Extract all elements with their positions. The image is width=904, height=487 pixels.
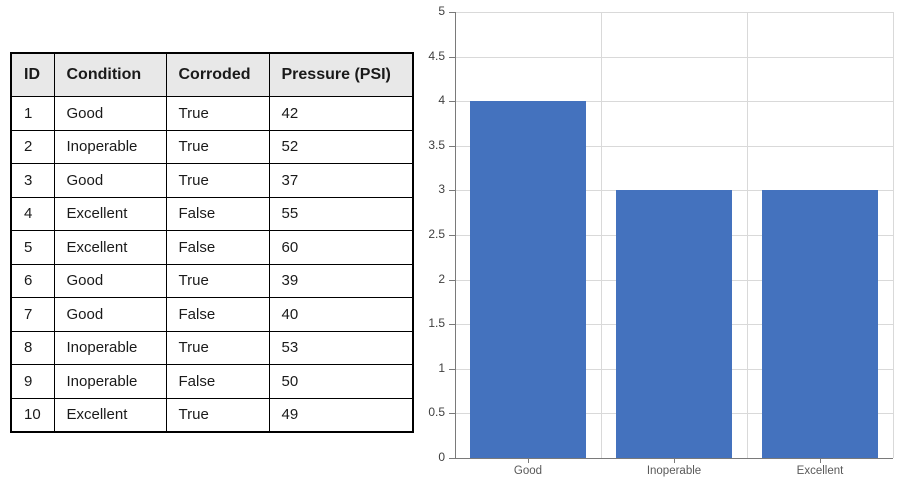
y-tick bbox=[449, 12, 455, 13]
y-tick bbox=[449, 413, 455, 415]
table-cell: True bbox=[165, 96, 270, 131]
y-tick bbox=[449, 368, 455, 370]
table-cell: True bbox=[165, 163, 270, 198]
y-tick bbox=[449, 324, 455, 326]
table-cell: Excellent bbox=[53, 196, 167, 231]
x-tick bbox=[674, 459, 675, 463]
y-tick-label: 3 bbox=[438, 182, 445, 197]
y-tick bbox=[449, 56, 455, 58]
table-row: 9 Inoperable False 50 bbox=[10, 364, 414, 399]
y-tick-label: 5 bbox=[438, 4, 445, 18]
column-header: Pressure (PSI) bbox=[268, 52, 414, 97]
table-row: 6 Good True 39 bbox=[10, 263, 414, 298]
table-cell: False bbox=[165, 230, 270, 265]
bar bbox=[470, 101, 586, 458]
y-tick-label: 2.5 bbox=[428, 227, 445, 241]
table-header-row: ID Condition Corroded Pressure (PSI) bbox=[10, 52, 414, 97]
h-gridline bbox=[455, 145, 893, 147]
h-gridline bbox=[455, 12, 893, 13]
table-cell: Good bbox=[53, 96, 167, 131]
table-row: 5 Excellent False 60 bbox=[10, 230, 414, 265]
table-cell: 50 bbox=[268, 364, 414, 399]
y-tick bbox=[449, 458, 455, 459]
table-cell: False bbox=[165, 297, 270, 332]
x-category-label: Excellent bbox=[796, 465, 844, 477]
table-row: 2 Inoperable True 52 bbox=[10, 129, 414, 164]
table-cell: 5 bbox=[10, 230, 55, 265]
table-cell: 49 bbox=[268, 397, 414, 433]
y-tick bbox=[449, 101, 455, 103]
table-cell: 9 bbox=[10, 364, 55, 399]
y-tick-label: 4 bbox=[438, 93, 445, 108]
v-gridline bbox=[893, 12, 894, 458]
table-cell: Inoperable bbox=[53, 330, 167, 365]
y-tick bbox=[449, 190, 455, 192]
table-cell: 52 bbox=[268, 129, 414, 164]
table-row: 7 Good False 40 bbox=[10, 297, 414, 332]
y-tick bbox=[449, 279, 455, 281]
table-cell: Excellent bbox=[53, 230, 167, 265]
y-tick-label: 4.5 bbox=[428, 48, 445, 63]
h-gridline bbox=[455, 101, 893, 103]
y-tick bbox=[449, 235, 455, 236]
y-tick-label: 3.5 bbox=[428, 137, 445, 152]
table-cell: Good bbox=[53, 263, 167, 298]
v-gridline bbox=[601, 12, 602, 458]
pipe-data-table: ID Condition Corroded Pressure (PSI) 1 Good T… bbox=[10, 52, 414, 433]
table-body: 1 Good True 42 2 Inoperable True 52 3 Good True 37 4… bbox=[10, 96, 414, 433]
table-row: 4 Excellent False 55 bbox=[10, 196, 414, 231]
table-row: 1 Good True 42 bbox=[10, 96, 414, 131]
x-tick bbox=[820, 459, 821, 463]
table-cell: True bbox=[165, 129, 270, 164]
h-gridline bbox=[455, 56, 893, 58]
y-tick-label: 0 bbox=[438, 450, 445, 464]
y-tick-label: 0.5 bbox=[428, 405, 445, 420]
column-header: ID bbox=[10, 52, 55, 97]
data-table-panel: ID Condition Corroded Pressure (PSI) 1 Good T… bbox=[10, 52, 414, 433]
table-cell: Good bbox=[53, 297, 167, 332]
x-tick bbox=[528, 459, 529, 463]
table-cell: 55 bbox=[268, 196, 414, 231]
y-tick-label: 1.5 bbox=[428, 316, 445, 331]
table-row: 10 Excellent True 49 bbox=[10, 397, 414, 433]
x-category-label: Inoperable bbox=[646, 465, 702, 477]
bar bbox=[616, 190, 732, 458]
table-cell: True bbox=[165, 330, 270, 365]
bar bbox=[762, 190, 878, 458]
table-cell: 42 bbox=[268, 96, 414, 131]
table-cell: False bbox=[165, 196, 270, 231]
table-cell: 60 bbox=[268, 230, 414, 265]
table-cell: Inoperable bbox=[53, 129, 167, 164]
table-cell: False bbox=[165, 364, 270, 399]
v-gridline bbox=[747, 12, 748, 458]
x-category-label: Good bbox=[513, 465, 543, 477]
y-tick-label: 1 bbox=[438, 360, 445, 375]
table-cell: Inoperable bbox=[53, 364, 167, 399]
y-axis-line bbox=[455, 12, 456, 459]
y-tick bbox=[449, 145, 455, 147]
x-axis-line bbox=[455, 458, 893, 459]
table-cell: 10 bbox=[10, 397, 55, 433]
y-tick-label: 2 bbox=[438, 271, 445, 286]
